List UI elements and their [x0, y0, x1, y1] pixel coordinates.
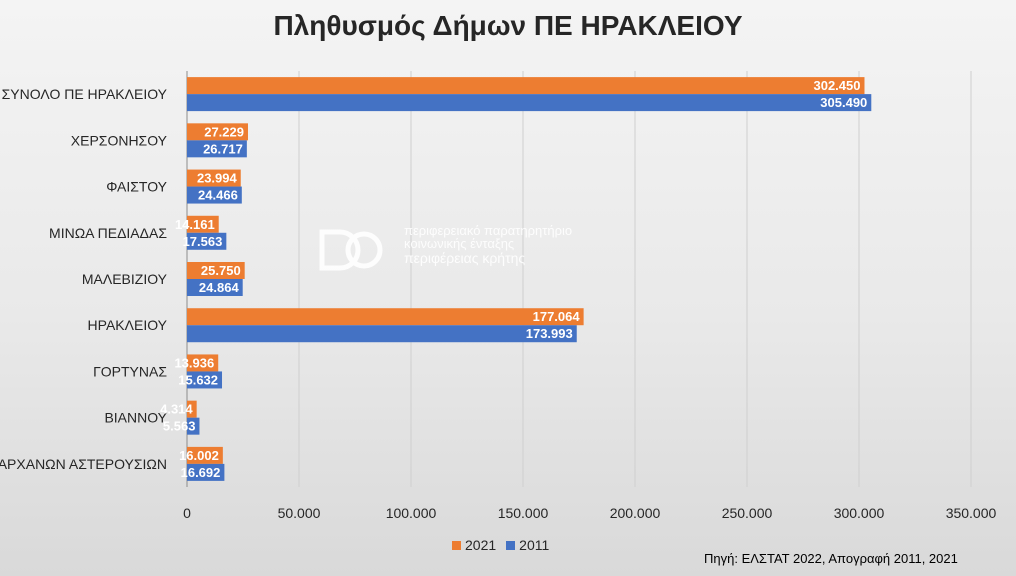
bar-2011 [187, 232, 227, 250]
x-tick-label: 50.000 [278, 505, 321, 521]
data-label-2011: 173.993 [526, 326, 573, 341]
watermark-line-1: περιφερειακό παρατηρητήριο [404, 223, 573, 238]
legend-swatch-2011 [506, 540, 516, 550]
legend-item-2021: 2021 [452, 537, 496, 553]
data-label-2021: 27.229 [204, 124, 244, 139]
data-label-2021: 14.161 [175, 217, 215, 232]
data-label-2011: 24.466 [198, 188, 238, 203]
data-label-2011: 24.864 [199, 280, 240, 295]
data-label-2011: 5.563 [163, 419, 196, 434]
category-label: ΜΑΛΕΒΙΖΙΟΥ [82, 271, 168, 287]
data-label-2011: 15.632 [178, 372, 218, 387]
x-tick-label: 200.000 [610, 505, 661, 521]
legend-label-2021: 2021 [465, 537, 497, 553]
data-label-2021: 302.450 [813, 78, 860, 93]
x-tick-label: 100.000 [386, 505, 437, 521]
data-label-2011: 26.717 [203, 141, 243, 156]
category-label: ΒΙΑΝΝΟΥ [104, 410, 167, 426]
legend: 2021 2011 [452, 537, 549, 553]
category-label: ΑΡΧΑΝΩΝ ΑΣΤΕΡΟΥΣΙΩΝ [0, 456, 167, 472]
x-tick-label: 350.000 [946, 505, 997, 521]
bar-2011 [187, 94, 872, 112]
bar-2021 [187, 400, 197, 418]
data-label-2011: 16.692 [181, 465, 221, 480]
bar-2021 [187, 169, 241, 187]
category-label: ΣΥΝΟΛΟ ΠΕ ΗΡΑΚΛΕΙΟΥ [2, 86, 168, 102]
x-tick-label: 0 [183, 505, 191, 521]
data-label-2021: 13.936 [174, 355, 214, 370]
legend-swatch-2021 [452, 540, 461, 550]
legend-item-2011: 2011 [506, 537, 549, 553]
x-tick-label: 150.000 [498, 505, 549, 521]
bar-2011 [187, 417, 200, 435]
bar-2011 [187, 140, 247, 158]
data-label-2011: 17.563 [183, 234, 223, 249]
data-label-2021: 177.064 [533, 309, 581, 324]
legend-label-2011: 2011 [519, 537, 550, 553]
category-label: ΜΙΝΩΑ ΠΕΔΙΑΔΑΣ [49, 225, 167, 241]
category-label: ΗΡΑΚΛΕΙΟΥ [88, 317, 168, 333]
category-label: ΓΟΡΤΥΝΑΣ [93, 363, 167, 379]
bar-2021 [187, 354, 219, 372]
bar-2011 [187, 463, 225, 481]
x-tick-label: 250.000 [722, 505, 773, 521]
category-label: ΧΕΡΣΟΝΗΣΟΥ [71, 132, 168, 148]
data-label-2021: 23.994 [197, 171, 238, 186]
observatory-watermark: περιφερειακό παρατηρητήριο κοινωνικής έν… [318, 224, 598, 274]
bar-2021 [187, 308, 584, 326]
data-label-2021: 4.314 [160, 402, 193, 417]
watermark-line-3: περιφέρειας κρήτης [404, 250, 526, 266]
watermark-line-2: κοινωνικής ένταξης [404, 236, 515, 251]
category-label: ΦΑΙΣΤΟΥ [106, 179, 167, 195]
bar-2021 [187, 215, 219, 233]
bar-2021 [187, 77, 865, 95]
bar-2011 [187, 325, 577, 343]
data-label-2011: 305.490 [820, 95, 867, 110]
bar-2011 [187, 371, 223, 389]
bar-2011 [187, 186, 242, 204]
data-label-2021: 25.750 [201, 263, 241, 278]
source-note: Πηγή: ΕΛΣΤΑΤ 2022, Απογραφή 2011, 2021 [704, 551, 958, 566]
bar-2011 [187, 279, 243, 296]
x-tick-label: 300.000 [834, 505, 885, 521]
observatory-logo-icon [319, 229, 383, 271]
data-label-2021: 16.002 [179, 448, 219, 463]
bar-2021 [187, 123, 248, 141]
bar-2021 [187, 262, 245, 279]
bar-2021 [187, 446, 223, 464]
chart-title: Πληθυσμός Δήμων ΠΕ ΗΡΑΚΛΕΙΟΥ [273, 10, 743, 41]
